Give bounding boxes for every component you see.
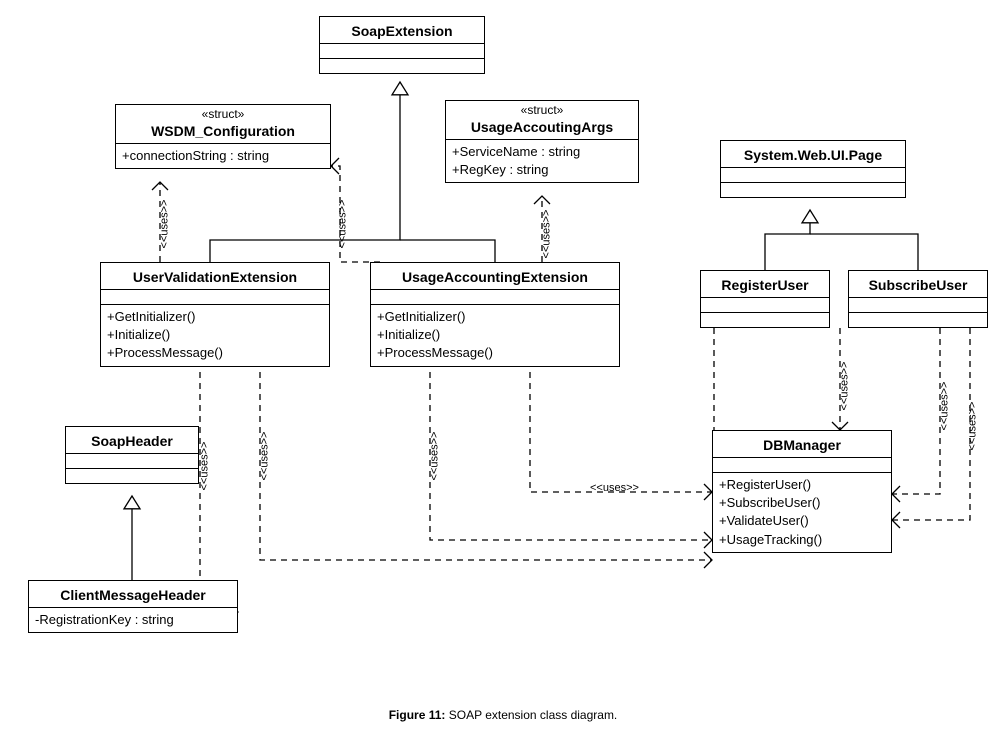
- uses-label: <<uses>>: [540, 210, 552, 259]
- class-DBManager: DBManager +RegisterUser()+SubscribeUser()…: [712, 430, 892, 553]
- ops-section: +GetInitializer()+Initialize()+ProcessMe…: [101, 305, 329, 366]
- uses-label: <<uses>>: [590, 482, 639, 494]
- class-name: RegisterUser: [701, 271, 829, 298]
- class-ClientMessageHeader: ClientMessageHeader -RegistrationKey : st…: [28, 580, 238, 633]
- class-name: DBManager: [713, 431, 891, 458]
- op: +Initialize(): [107, 326, 323, 344]
- attr: +connectionString : string: [122, 147, 324, 165]
- class-name: SoapExtension: [320, 17, 484, 44]
- attrs-section: [701, 298, 829, 313]
- ops-section: [320, 59, 484, 73]
- class-WSDM_Configuration: «struct»WSDM_Configuration +connectionStr…: [115, 104, 331, 169]
- attrs-section: -RegistrationKey : string: [29, 608, 237, 632]
- op: +ProcessMessage(): [377, 344, 613, 362]
- class-SystemWebUIPage: System.Web.UI.Page: [720, 140, 906, 198]
- class-name: ClientMessageHeader: [29, 581, 237, 608]
- class-SoapHeader: SoapHeader: [65, 426, 199, 484]
- uses-label: <<uses>>: [966, 402, 978, 451]
- caption-text: SOAP extension class diagram.: [445, 708, 617, 722]
- attr: +RegKey : string: [452, 161, 632, 179]
- op: +ProcessMessage(): [107, 344, 323, 362]
- uses-label: <<uses>>: [428, 432, 440, 481]
- attr: -RegistrationKey : string: [35, 611, 231, 629]
- class-RegisterUser: RegisterUser: [700, 270, 830, 328]
- attrs-section: [101, 290, 329, 305]
- ops-section: [701, 313, 829, 327]
- ops-section: [849, 313, 987, 327]
- attrs-section: +connectionString : string: [116, 144, 330, 168]
- op: +GetInitializer(): [377, 308, 613, 326]
- ops-section: [66, 469, 198, 483]
- class-name: UsageAccountingExtension: [371, 263, 619, 290]
- class-name: SubscribeUser: [849, 271, 987, 298]
- uses-label: <<uses>>: [258, 432, 270, 481]
- op: +ValidateUser(): [719, 512, 885, 530]
- class-UsageAccountingExtension: UsageAccountingExtension +GetInitializer(…: [370, 262, 620, 367]
- class-SoapExtension: SoapExtension: [319, 16, 485, 74]
- op: +Initialize(): [377, 326, 613, 344]
- op: +RegisterUser(): [719, 476, 885, 494]
- class-UsageAccoutingArgs: «struct»UsageAccoutingArgs+ServiceName :…: [445, 100, 639, 183]
- op: +SubscribeUser(): [719, 494, 885, 512]
- class-name: System.Web.UI.Page: [721, 141, 905, 168]
- stereotype: «struct»: [116, 105, 330, 121]
- attrs-section: +ServiceName : string+RegKey : string: [446, 140, 638, 182]
- attrs-section: [713, 458, 891, 473]
- class-UserValidationExtension: UserValidationExtension +GetInitializer()…: [100, 262, 330, 367]
- attrs-section: [849, 298, 987, 313]
- uses-label: <<uses>>: [198, 442, 210, 491]
- ops-section: +GetInitializer()+Initialize()+ProcessMe…: [371, 305, 619, 366]
- attrs-section: [66, 454, 198, 469]
- attrs-section: [320, 44, 484, 59]
- class-name: UsageAccoutingArgs: [446, 117, 638, 140]
- stereotype: «struct»: [446, 101, 638, 117]
- attr: +ServiceName : string: [452, 143, 632, 161]
- class-name: SoapHeader: [66, 427, 198, 454]
- attrs-section: [371, 290, 619, 305]
- op: +UsageTracking(): [719, 531, 885, 549]
- class-name: UserValidationExtension: [101, 263, 329, 290]
- class-name: WSDM_Configuration: [116, 121, 330, 144]
- op: +GetInitializer(): [107, 308, 323, 326]
- uses-label: <<uses>>: [938, 382, 950, 431]
- caption-label: Figure 11:: [389, 708, 446, 722]
- class-SubscribeUser: SubscribeUser: [848, 270, 988, 328]
- ops-section: [721, 183, 905, 197]
- uses-label: <<uses>>: [336, 200, 348, 249]
- uses-label: <<uses>>: [838, 362, 850, 411]
- attrs-section: [721, 168, 905, 183]
- ops-section: +RegisterUser()+SubscribeUser()+Validate…: [713, 473, 891, 552]
- uses-label: <<uses>>: [158, 200, 170, 249]
- figure-caption: Figure 11: SOAP extension class diagram.: [0, 708, 1006, 722]
